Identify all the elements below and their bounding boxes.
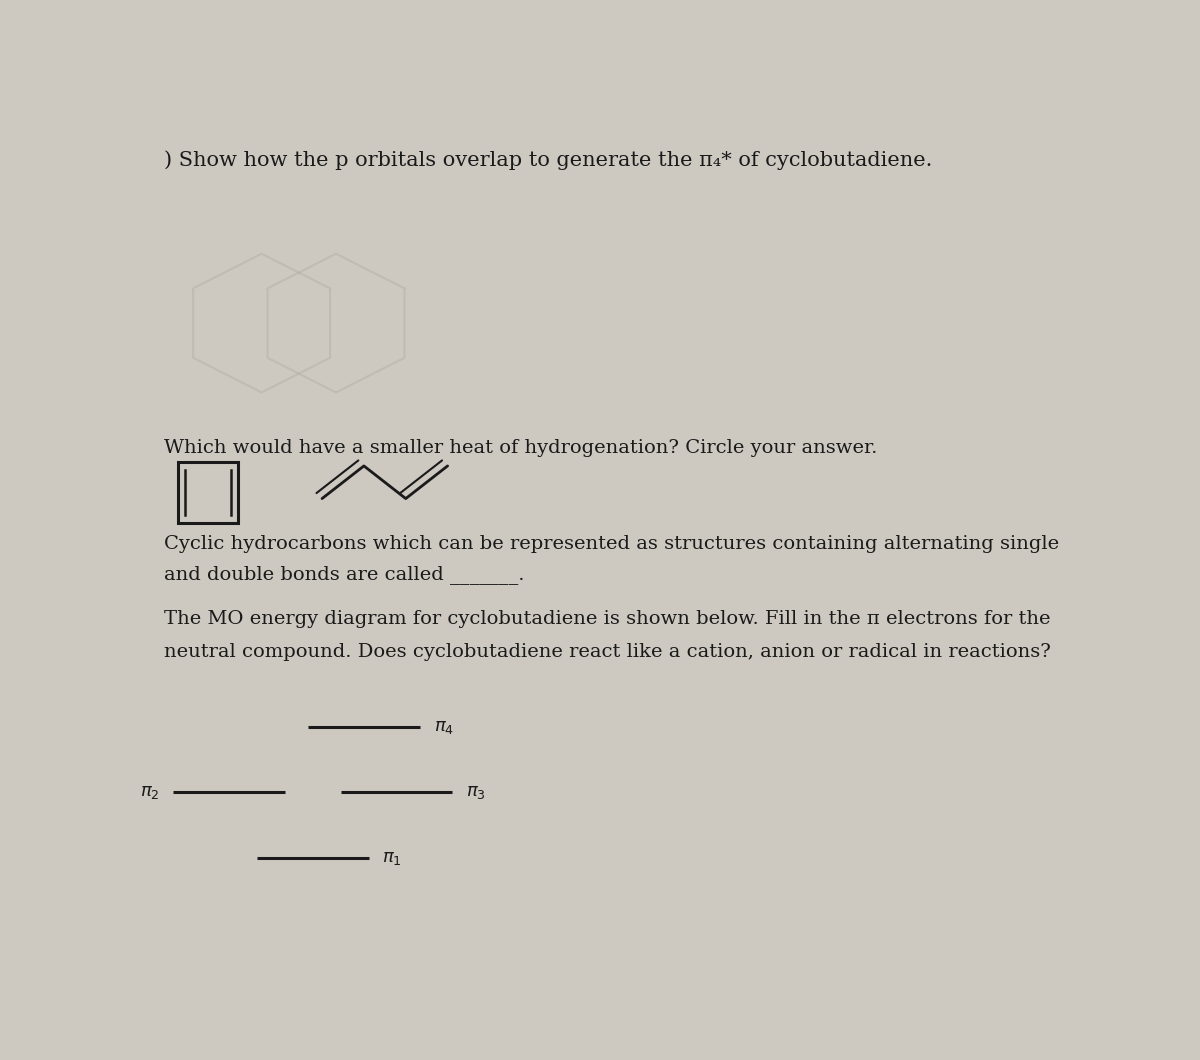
Text: neutral compound. Does cyclobutadiene react like a cation, anion or radical in r: neutral compound. Does cyclobutadiene re… bbox=[164, 643, 1051, 661]
Text: Cyclic hydrocarbons which can be represented as structures containing alternatin: Cyclic hydrocarbons which can be represe… bbox=[164, 535, 1060, 553]
Text: and double bonds are called _______.: and double bonds are called _______. bbox=[164, 565, 524, 584]
Text: The MO energy diagram for cyclobutadiene is shown below. Fill in the π electrons: The MO energy diagram for cyclobutadiene… bbox=[164, 611, 1050, 629]
Text: ) Show how the p orbitals overlap to generate the π₄* of cyclobutadiene.: ) Show how the p orbitals overlap to gen… bbox=[164, 151, 932, 170]
Bar bbox=[178, 462, 239, 523]
Text: $\pi_4$: $\pi_4$ bbox=[433, 718, 454, 736]
Text: $\pi_2$: $\pi_2$ bbox=[139, 783, 160, 801]
Text: $\pi_3$: $\pi_3$ bbox=[467, 783, 486, 801]
Text: Which would have a smaller heat of hydrogenation? Circle your answer.: Which would have a smaller heat of hydro… bbox=[164, 439, 877, 457]
Text: $\pi_1$: $\pi_1$ bbox=[383, 849, 402, 867]
